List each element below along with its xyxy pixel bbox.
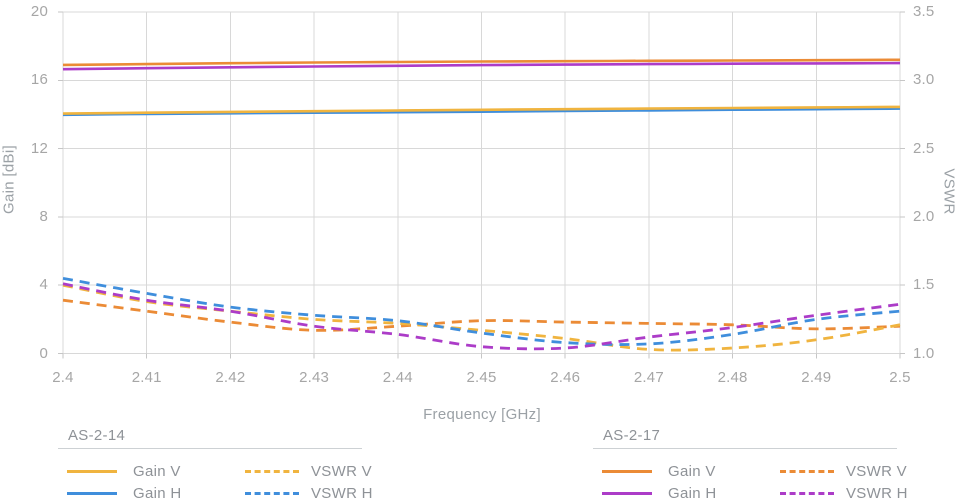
left-tick-8: 8 xyxy=(39,207,48,225)
series-as-2-14-gain-v xyxy=(62,105,901,115)
legend-label-vswr-v: VSWR V xyxy=(311,463,372,480)
legend-label-gain-v: Gain V xyxy=(133,463,181,480)
right-tick-3.5: 3.5 xyxy=(913,3,935,20)
legend-divider xyxy=(593,448,897,449)
legend-title: AS-2-14 xyxy=(68,427,126,444)
left-tick-20: 20 xyxy=(30,3,48,20)
left-tick-0: 0 xyxy=(39,344,48,362)
x-tick-2.41: 2.41 xyxy=(131,369,162,386)
legend-swatch-gain-h-line xyxy=(602,492,652,495)
left-tick-16: 16 xyxy=(30,71,48,89)
legend-label-vswr-h: VSWR H xyxy=(311,485,373,502)
series-as-2-17-vswr-v xyxy=(62,298,901,332)
legend-title: AS-2-17 xyxy=(603,427,661,444)
legend-divider xyxy=(58,448,362,449)
legend-swatch-vswr-h-line xyxy=(780,492,834,495)
right-tick-1.0: 1.0 xyxy=(913,344,935,362)
x-tick-2.46: 2.46 xyxy=(550,369,581,386)
x-tick-2.45: 2.45 xyxy=(466,369,497,386)
series-as-2-17-gain-v xyxy=(62,58,901,67)
legend-swatch-vswr-v-line xyxy=(780,470,834,473)
series-as-2-14-vswr-h xyxy=(62,277,901,346)
x-tick-2.43: 2.43 xyxy=(299,369,330,386)
legend-label-gain-v: Gain V xyxy=(668,463,716,480)
x-axis-title: Frequency [GHz] xyxy=(423,406,541,423)
legend-as-2-14: AS-2-14 Gain V VSWR V Gain H VSWR H xyxy=(58,425,373,504)
axis-tick-marks xyxy=(58,11,905,359)
legend-as-2-17: AS-2-17 Gain V VSWR V Gain H VSWR H xyxy=(593,425,908,504)
legend-label-vswr-v: VSWR V xyxy=(846,463,907,480)
x-tick-2.44: 2.44 xyxy=(382,369,413,386)
legend-label-gain-h: Gain H xyxy=(668,485,717,502)
left-tick-4: 4 xyxy=(39,276,48,294)
right-tick-2.0: 2.0 xyxy=(913,207,935,225)
x-tick-2.49: 2.49 xyxy=(801,369,832,386)
right-tick-1.5: 1.5 xyxy=(913,276,935,294)
x-tick-2.47: 2.47 xyxy=(633,369,664,386)
series-as-2-17-gain-h xyxy=(62,61,901,71)
legend-swatch-vswr-h-line xyxy=(245,492,299,495)
x-tick-2.5: 2.5 xyxy=(889,369,911,386)
right-tick-3.0: 3.0 xyxy=(913,71,935,89)
x-tick-2.48: 2.48 xyxy=(717,369,748,386)
legend-label-vswr-h: VSWR H xyxy=(846,485,908,502)
legend-swatch-gain-v-line xyxy=(602,470,652,473)
left-tick-12: 12 xyxy=(30,139,48,157)
legend-swatch-gain-h-line xyxy=(67,492,117,495)
legend-swatch-vswr-v-line xyxy=(245,470,299,473)
right-tick-2.5: 2.5 xyxy=(913,139,935,157)
x-tick-2.4: 2.4 xyxy=(52,369,74,386)
series-as-2-17-vswr-h xyxy=(62,282,901,351)
legend-swatch-gain-v-line xyxy=(67,470,117,473)
series-as-2-14-gain-h xyxy=(62,107,901,117)
x-tick-2.42: 2.42 xyxy=(215,369,246,386)
legend-label-gain-h: Gain H xyxy=(133,485,182,502)
